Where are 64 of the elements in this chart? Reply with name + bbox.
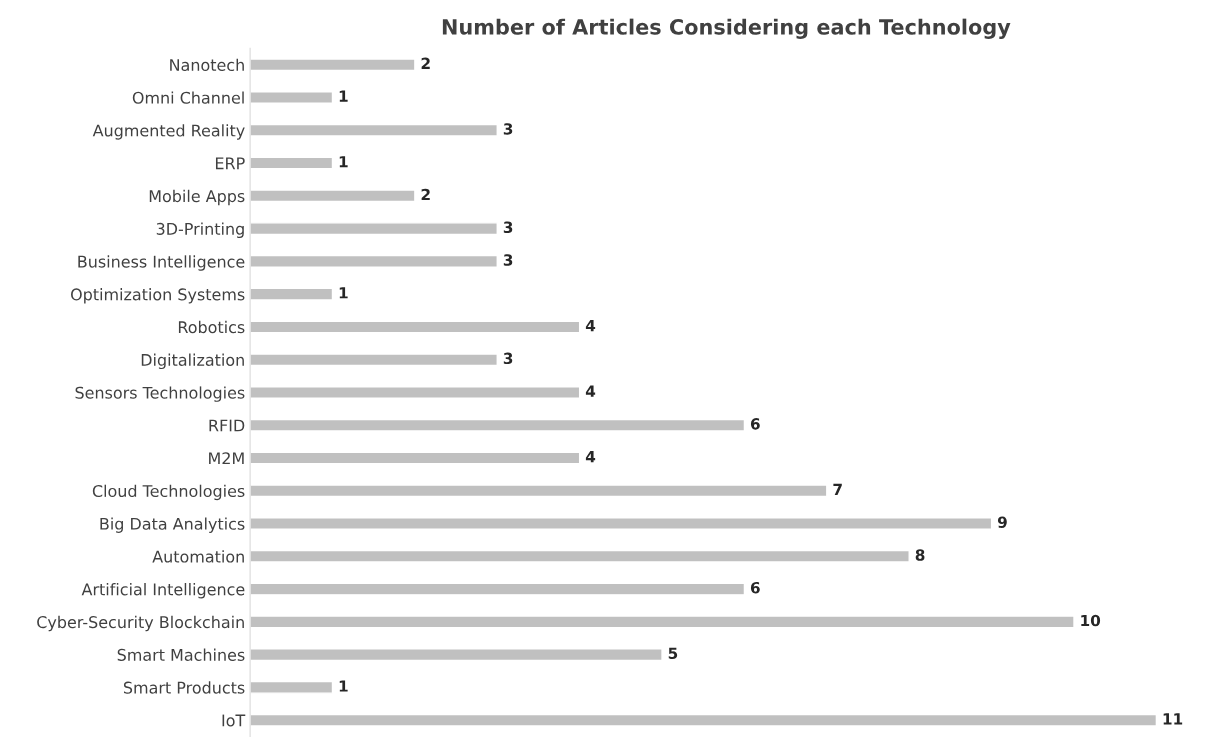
y-tick-label: Nanotech: [170, 58, 244, 72]
data-label: 3: [503, 123, 513, 135]
data-label: 1: [339, 156, 348, 168]
data-label: 5: [668, 647, 678, 660]
bar: [250, 91, 334, 104]
y-tick-label: ERP: [215, 157, 245, 170]
data-label: 3: [503, 254, 513, 266]
bar: [250, 386, 581, 399]
data-label: 4: [585, 451, 596, 463]
data-label: 1: [339, 680, 348, 692]
bar: [250, 418, 746, 432]
chart-title: Number of Articles Considering each Technology: [442, 18, 1011, 39]
bar: [250, 484, 828, 498]
bar: [250, 648, 663, 662]
y-tick-label: Digitalization: [141, 353, 244, 370]
y-tick-label: Optimization Systems: [71, 288, 245, 304]
bar: [250, 713, 1158, 727]
bar: [250, 287, 334, 301]
data-label: 3: [503, 352, 513, 365]
bar: [250, 320, 581, 334]
data-label: 1: [339, 90, 348, 102]
y-tick-label: M2M: [209, 452, 244, 465]
y-tick-label: 3D-Printing: [156, 222, 244, 238]
y-tick-label: Cloud Technologies: [92, 484, 245, 501]
y-tick-label: Augmented Reality: [92, 124, 245, 140]
data-label: 4: [585, 319, 596, 332]
bar: [250, 254, 498, 268]
bar: [250, 582, 746, 596]
y-tick-label: RFID: [209, 419, 245, 432]
y-tick-label: Smart Products: [123, 681, 245, 694]
y-tick-label: Mobile Apps: [149, 189, 245, 206]
bar: [250, 353, 498, 367]
y-tick-label: Cyber-Security Blockchain: [37, 615, 244, 632]
bar: [250, 123, 498, 137]
data-label: 3: [503, 221, 513, 234]
bar: [250, 189, 416, 203]
bar: [250, 222, 498, 236]
bar: [250, 58, 416, 72]
data-label: 6: [750, 418, 760, 430]
y-tick-label: Omni Channel: [132, 91, 244, 104]
data-label: 11: [1163, 713, 1183, 725]
data-label: 4: [585, 385, 596, 397]
bar: [250, 615, 1075, 629]
data-label: 2: [421, 188, 430, 201]
data-label: 7: [833, 483, 842, 495]
data-label: 9: [997, 516, 1007, 528]
bar: [250, 549, 910, 563]
data-label: 6: [750, 581, 760, 594]
y-tick-label: Automation: [152, 550, 244, 563]
y-tick-label: Business Intelligence: [78, 255, 245, 271]
y-tick-label: Big Data Analytics: [100, 517, 245, 533]
bar: [250, 156, 334, 170]
bar: [250, 451, 581, 465]
data-label: 1: [339, 287, 348, 299]
bar: [250, 517, 993, 530]
bar: [250, 680, 334, 694]
data-label: 2: [421, 57, 430, 69]
y-tick-label: Robotics: [178, 320, 245, 334]
data-label: 8: [915, 549, 925, 561]
data-label: 10: [1081, 614, 1101, 627]
y-tick-label: Sensors Technologies: [75, 386, 245, 402]
y-tick-label: IoT: [222, 714, 246, 727]
y-tick-label: Artificial Intelligence: [81, 583, 245, 599]
y-tick-label: Smart Machines: [117, 648, 245, 661]
